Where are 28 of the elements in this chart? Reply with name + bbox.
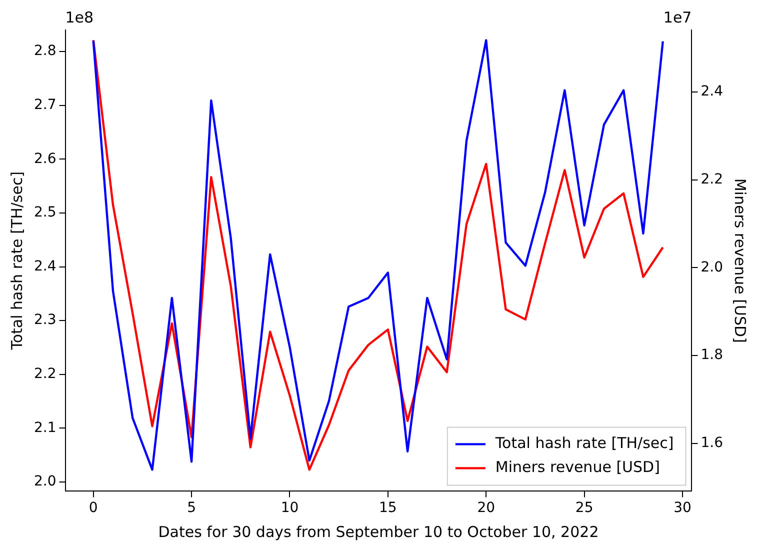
y2-tick-label: 2.0 [700, 259, 723, 276]
y2-tick-label: 2.4 [700, 84, 724, 100]
y-tick-label: 2.5 [34, 204, 56, 221]
x-tick-label: 15 [379, 500, 397, 516]
y-axis-title: Total hash rate [TH/sec] [8, 171, 26, 351]
text: 1e8 [65, 8, 94, 26]
x-axis-title: Dates for 30 days from September 10 to October 10, 2022 [158, 522, 599, 541]
y2-axis-title: Miners revenue [USD] [731, 178, 750, 343]
x-tick-label: 20 [477, 500, 496, 516]
y-tick-label: 2.0 [34, 474, 56, 490]
y-tick-label: 2.7 [34, 96, 56, 113]
x-tick-label: 0 [88, 500, 98, 516]
x-tick-label: 10 [280, 500, 299, 516]
y-tick-label: 2.1 [34, 420, 56, 436]
y-tick-label: 2.2 [34, 366, 56, 382]
y-tick-label: 2.8 [34, 43, 56, 60]
x-tick-label: 25 [575, 500, 594, 516]
y-tick-label: 2.6 [34, 150, 56, 167]
legend-label: Miners revenue [USD] [495, 458, 660, 476]
y2-tick-label: 1.8 [700, 347, 723, 364]
y-tick-label: 2.3 [34, 312, 56, 328]
x-tick-label: 30 [674, 500, 692, 516]
y2-tick-label: 2.2 [700, 171, 723, 188]
y-tick-label: 2.4 [34, 258, 56, 274]
y2-tick-label: 1.6 [700, 434, 724, 451]
x-tick-label: 5 [187, 500, 196, 516]
text: 1e7 [663, 8, 692, 26]
legend-label: Total hash rate [TH/sec] [494, 434, 674, 452]
